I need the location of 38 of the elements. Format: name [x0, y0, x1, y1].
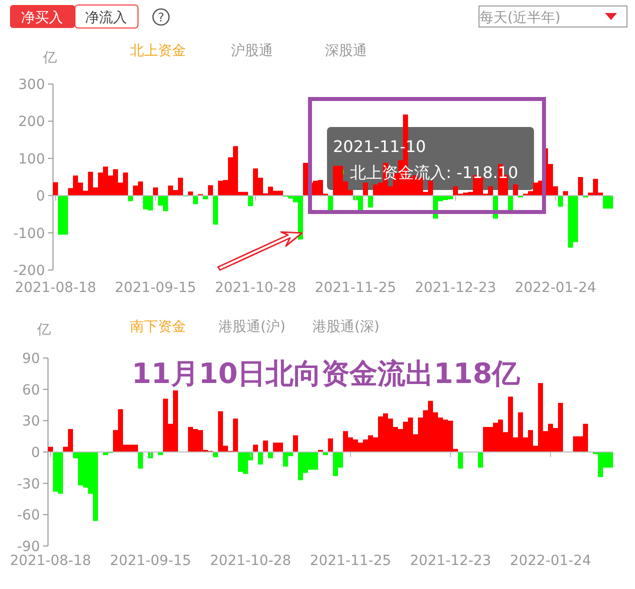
y-axis-title: 亿	[36, 322, 51, 338]
text: 每天(近半年)	[480, 10, 560, 26]
text: ?	[158, 10, 164, 24]
x-tick-label: 2021-08-18	[10, 553, 92, 569]
x-tick-label: 2021-10-28	[210, 553, 292, 569]
y-tick-label: -90	[17, 539, 40, 555]
text: 净流入	[85, 10, 127, 26]
x-tick-label: 2021-12-23	[414, 280, 496, 296]
y-tick-label: -60	[17, 508, 40, 524]
text: 港股通(深)	[312, 319, 380, 335]
y-tick-label: -100	[13, 226, 45, 242]
x-tick-label: 2021-11-25	[314, 280, 396, 296]
y-tick-label: 0	[31, 445, 40, 461]
y-axis-title: 亿	[42, 50, 57, 66]
y-tick-label: 200	[18, 114, 45, 130]
x-tick-label: 2021-08-18	[14, 280, 96, 296]
y-tick-label: 300	[18, 77, 45, 93]
y-tick-label: 0	[36, 188, 45, 205]
annotation: 11月10日北向资金流出118亿	[132, 357, 522, 390]
text: 港股通(沪)	[218, 319, 286, 335]
y-tick-label: 90	[22, 351, 40, 367]
x-tick-label: 2021-10-28	[214, 280, 296, 296]
y-tick-label: -200	[13, 263, 45, 279]
x-tick-label: 2021-09-15	[110, 553, 192, 569]
x-tick-label: 2021-09-15	[114, 280, 196, 296]
text: 北上资金	[130, 43, 186, 59]
y-tick-label: 30	[22, 414, 40, 430]
y-tick-label: 100	[18, 151, 45, 168]
x-tick-label: 2022-01-24	[510, 553, 592, 569]
x-tick-label: 2021-12-23	[410, 553, 492, 569]
text: 沪股通	[231, 43, 273, 59]
x-tick-label: 2022-01-24	[514, 280, 596, 296]
y-tick-label: 60	[22, 382, 40, 398]
text: 南下资金	[130, 319, 186, 335]
text: 净买入	[21, 10, 63, 26]
y-tick-label: -30	[17, 476, 40, 492]
text: 深股通	[325, 43, 367, 59]
x-tick-label: 2021-11-25	[310, 553, 392, 569]
